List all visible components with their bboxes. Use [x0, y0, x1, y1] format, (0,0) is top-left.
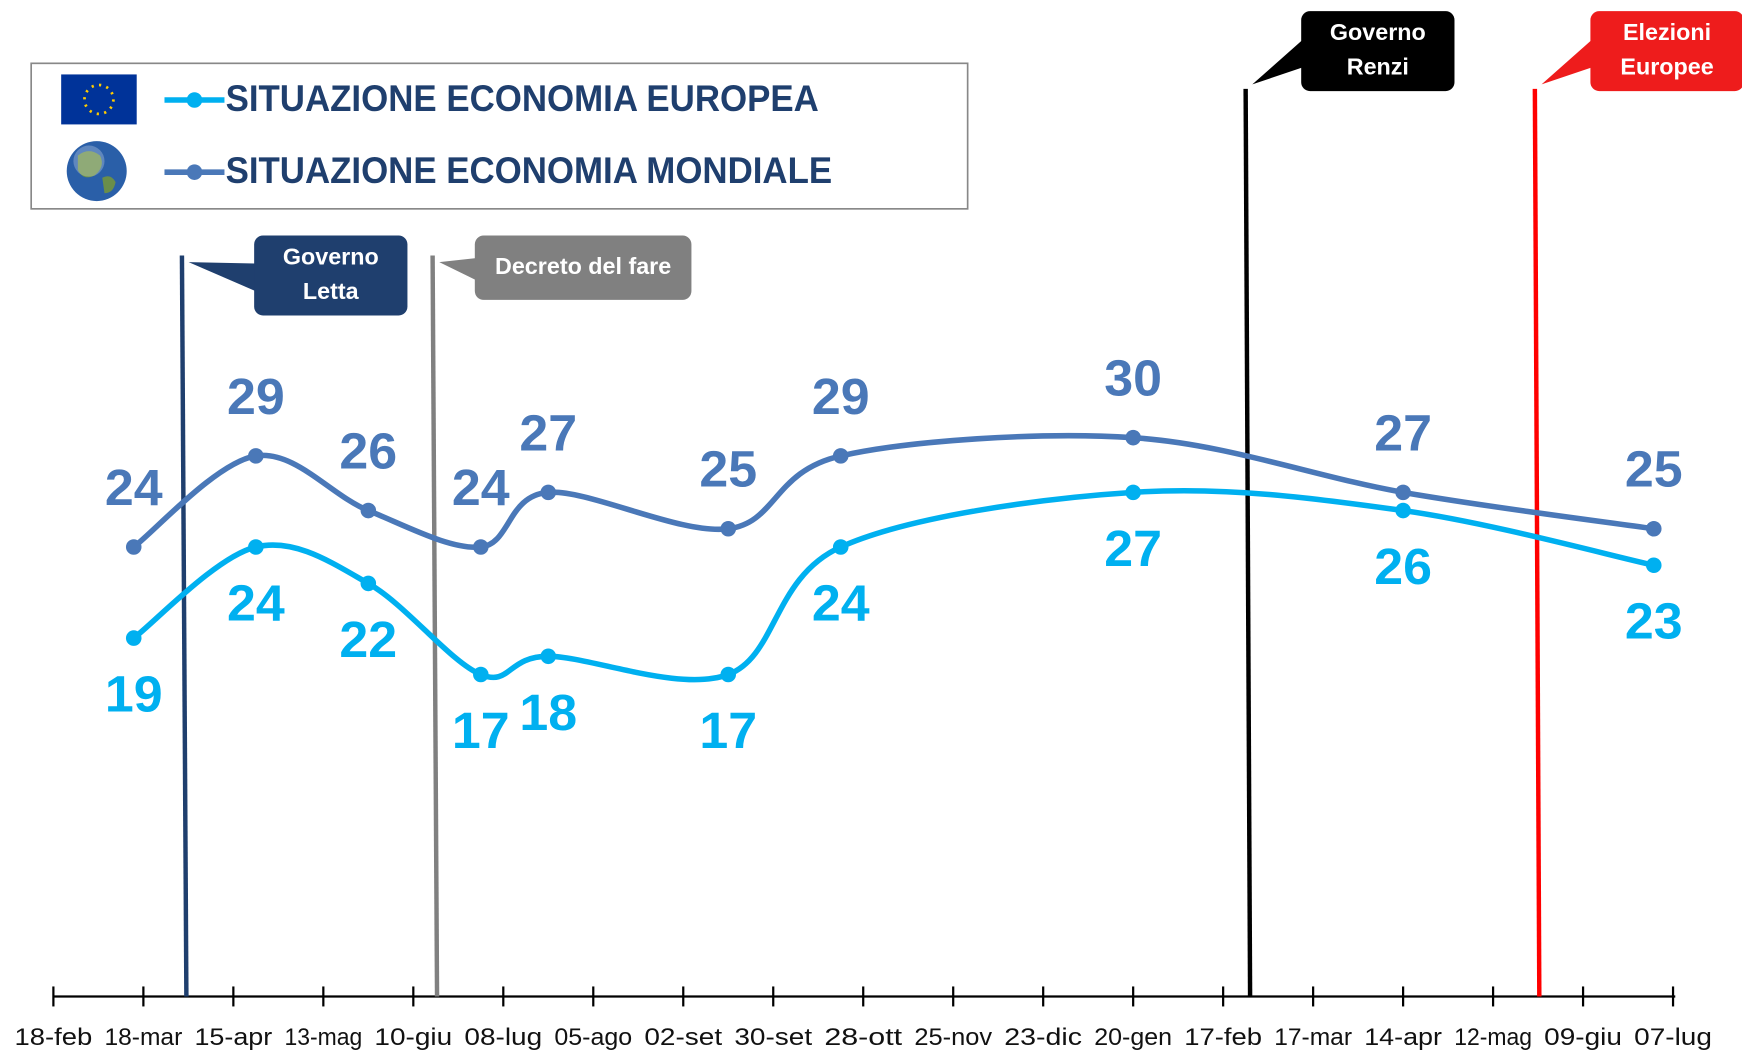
x-tick-label: 07-lug — [1634, 1024, 1712, 1051]
x-tick-label: 20-gen — [1094, 1024, 1172, 1051]
data-label: 27 — [1374, 404, 1432, 461]
x-tick-label: 17-feb — [1184, 1024, 1262, 1051]
x-tick-label: 14-apr — [1364, 1024, 1442, 1051]
data-label: 30 — [1104, 350, 1162, 407]
x-tick-label: 18-feb — [15, 1024, 93, 1051]
point — [360, 502, 377, 519]
legend-marker — [186, 92, 203, 108]
x-tick-label: 05-ago — [554, 1024, 632, 1051]
callout-pointer — [439, 258, 478, 281]
callout-text: Renzi — [1347, 53, 1409, 79]
globe — [66, 141, 127, 202]
x-tick-label: 25-nov — [914, 1024, 993, 1051]
data-label: 24 — [227, 574, 285, 631]
callout-pointer — [1252, 39, 1304, 85]
x-tick-label: 15-apr — [194, 1024, 272, 1051]
data-label: 29 — [227, 368, 285, 425]
callout-pointer — [188, 262, 257, 292]
data-label: 26 — [1374, 538, 1432, 595]
data-label: 27 — [519, 404, 577, 461]
event-line — [1532, 88, 1542, 997]
point — [720, 666, 737, 683]
data-label: 19 — [105, 666, 163, 723]
x-tick-label: 09-giu — [1544, 1024, 1622, 1051]
x-tick-label: 23-dic — [1004, 1024, 1082, 1051]
point — [1645, 557, 1662, 573]
point — [473, 539, 489, 555]
data-label: 23 — [1625, 593, 1683, 650]
event-line — [430, 255, 440, 997]
point — [248, 539, 264, 555]
callout-text: Governo — [283, 243, 379, 269]
data-label: 17 — [699, 702, 757, 759]
point — [832, 448, 849, 464]
x-tick-label: 28-ott — [824, 1024, 902, 1051]
legend-box — [30, 62, 969, 210]
callout-text: Decreto del fare — [495, 253, 671, 279]
point — [832, 539, 849, 555]
callout-text: Letta — [303, 278, 360, 304]
eu-flag — [61, 74, 137, 125]
point — [360, 575, 377, 592]
point — [473, 666, 489, 683]
data-label: 26 — [339, 423, 397, 480]
point — [540, 648, 557, 665]
x-tick-label: 08-lug — [464, 1024, 542, 1051]
x-tick-label: 02-set — [644, 1024, 722, 1051]
point — [125, 630, 142, 646]
event-line — [179, 255, 189, 997]
point — [720, 521, 737, 537]
data-label: 25 — [699, 441, 757, 498]
callout-box — [474, 235, 692, 300]
callout-pointer — [1541, 39, 1593, 85]
point — [1125, 484, 1141, 501]
callout-text: Governo — [1330, 19, 1426, 45]
callout-text: Europee — [1620, 53, 1713, 79]
point — [125, 539, 142, 555]
callout-box — [254, 235, 408, 316]
event-line — [1243, 88, 1253, 997]
callout-box — [1590, 11, 1742, 92]
x-tick-label: 18-mar — [104, 1024, 182, 1051]
data-label: 24 — [452, 459, 510, 516]
x-tick-label: 10-giu — [374, 1024, 452, 1051]
x-tick-label: 12-mag — [1454, 1024, 1532, 1051]
data-label: 22 — [339, 611, 397, 668]
data-label: 25 — [1625, 441, 1683, 498]
x-tick-label: 13-mag — [284, 1024, 362, 1051]
legend-label: SITUAZIONE ECONOMIA MONDIALE — [226, 150, 833, 191]
data-label: 24 — [812, 574, 870, 631]
data-label: 27 — [1104, 520, 1162, 577]
data-label: 29 — [812, 368, 870, 425]
callout-text: Elezioni — [1623, 19, 1711, 45]
point — [1125, 429, 1141, 446]
point — [1395, 502, 1411, 519]
point — [540, 484, 557, 501]
data-label: 18 — [519, 684, 577, 741]
x-tick-label: 17-mar — [1274, 1024, 1352, 1051]
point — [1645, 521, 1662, 537]
data-label: 24 — [105, 459, 163, 516]
point — [1395, 484, 1411, 501]
x-tick-label: 30-set — [734, 1024, 812, 1051]
legend-marker — [186, 164, 203, 180]
legend-label: SITUAZIONE ECONOMIA EUROPEA — [226, 78, 819, 119]
point — [248, 448, 264, 464]
callout-box — [1301, 11, 1455, 92]
data-label: 17 — [452, 702, 510, 759]
